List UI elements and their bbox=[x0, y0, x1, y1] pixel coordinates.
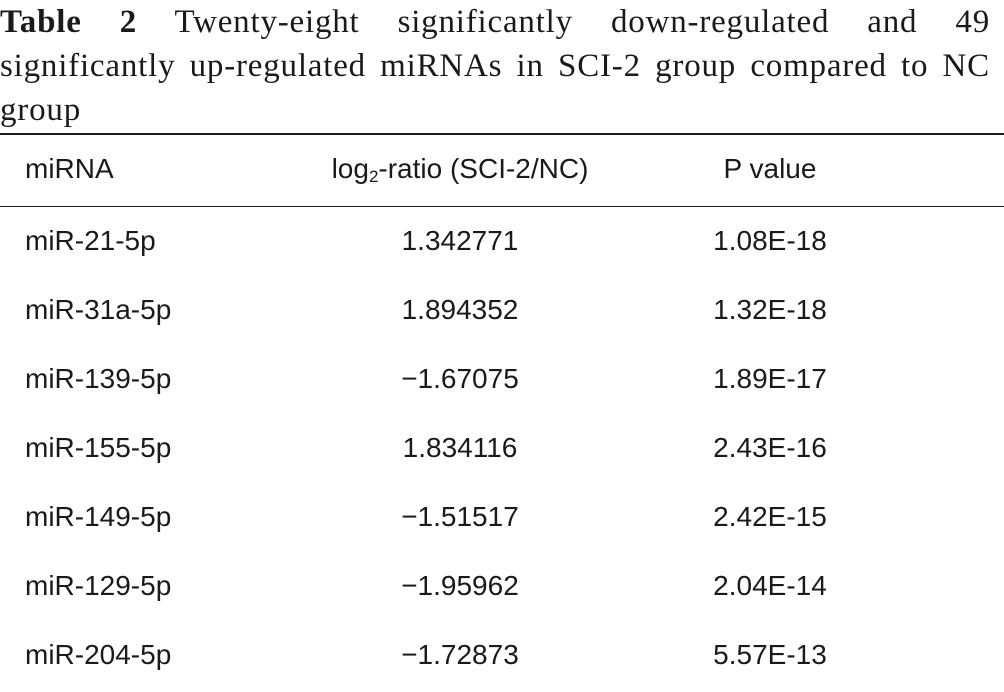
table-caption: Table 2 Twenty-eight significantly down-… bbox=[0, 0, 990, 132]
cell-mirna: miR-31a-5p bbox=[25, 294, 172, 325]
cell-log-ratio: −1.72873 bbox=[401, 639, 519, 670]
cell-log-ratio: 1.834116 bbox=[402, 432, 518, 463]
cell-log-ratio: −1.67075 bbox=[401, 363, 519, 394]
cell-mirna: miR-149-5p bbox=[25, 501, 172, 532]
cell-p-value: 2.04E-14 bbox=[713, 570, 827, 601]
cell-log-ratio: −1.95962 bbox=[401, 570, 519, 601]
table-row: miR-129-5p −1.95962 2.04E-14 bbox=[0, 552, 1004, 621]
cell-log-ratio: 1.894352 bbox=[401, 294, 519, 325]
table-row: miR-155-5p 1.834116 2.43E-16 bbox=[0, 414, 1004, 483]
table-row: miR-204-5p −1.72873 5.57E-13 bbox=[0, 621, 1004, 690]
header-mirna: miRNA bbox=[25, 153, 114, 184]
cell-mirna: miR-155-5p bbox=[25, 432, 172, 463]
table-header-row: miRNA log2-ratio (SCI-2/NC) P value bbox=[0, 135, 1004, 206]
header-log-rest: -ratio (SCI-2/NC) bbox=[378, 153, 589, 184]
cell-mirna: miR-129-5p bbox=[25, 570, 172, 601]
caption-text: Twenty-eight significantly down-regulate… bbox=[0, 4, 990, 128]
cell-p-value: 1.32E-18 bbox=[713, 294, 827, 325]
table-row: miR-31a-5p 1.894352 1.32E-18 bbox=[0, 276, 1004, 345]
header-p-value: P value bbox=[723, 153, 817, 184]
table-row: miR-139-5p −1.67075 1.89E-17 bbox=[0, 345, 1004, 414]
table-label: Table 2 bbox=[0, 4, 137, 40]
header-rule bbox=[0, 206, 1004, 207]
cell-p-value: 2.42E-15 bbox=[713, 501, 827, 532]
cell-log-ratio: −1.51517 bbox=[401, 501, 519, 532]
cell-mirna: miR-204-5p bbox=[25, 639, 172, 670]
cell-p-value: 1.08E-18 bbox=[713, 225, 827, 256]
table-row: miR-149-5p −1.51517 2.42E-15 bbox=[0, 483, 1004, 552]
cell-mirna: miR-21-5p bbox=[25, 225, 156, 256]
cell-p-value: 1.89E-17 bbox=[713, 363, 827, 394]
top-rule bbox=[0, 133, 1004, 135]
table-body: miR-21-5p 1.342771 1.08E-18 miR-31a-5p 1.894… bbox=[0, 207, 1004, 690]
header-log-ratio: log2-ratio (SCI-2/NC) bbox=[235, 153, 685, 185]
cell-mirna: miR-139-5p bbox=[25, 363, 172, 394]
header-log-subscript: 2 bbox=[368, 167, 379, 186]
cell-p-value: 5.57E-13 bbox=[713, 639, 827, 670]
cell-log-ratio: 1.342771 bbox=[401, 225, 519, 256]
table-row: miR-21-5p 1.342771 1.08E-18 bbox=[0, 207, 1004, 276]
cell-p-value: 2.43E-16 bbox=[713, 432, 827, 463]
header-log-main: log bbox=[331, 153, 369, 184]
